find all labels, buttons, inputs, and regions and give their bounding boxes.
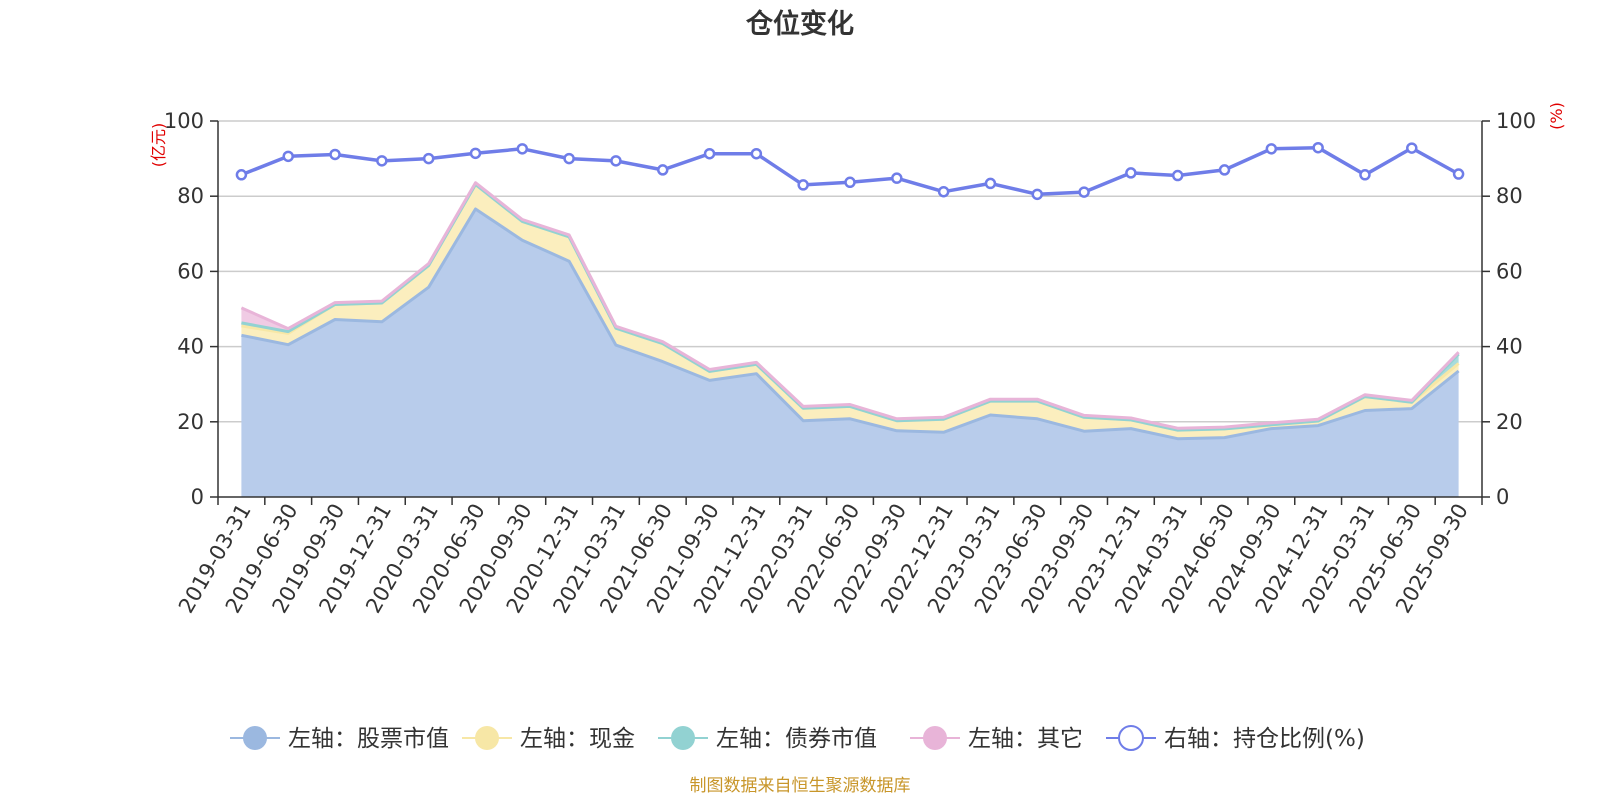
left-tick-label: 20 <box>177 410 204 434</box>
source-note: 制图数据来自恒生聚源数据库 <box>690 776 911 796</box>
ratio-point <box>891 172 903 184</box>
ratio-point <box>1171 169 1184 182</box>
ratio-point <box>610 155 622 167</box>
legend-marker <box>923 726 947 750</box>
left-tick-label: 40 <box>177 335 204 359</box>
area-edge-左轴：其它 <box>240 181 1460 430</box>
legend-marker <box>243 726 267 750</box>
right-tick-label: 60 <box>1496 259 1523 283</box>
right-tick-label: 20 <box>1496 410 1523 434</box>
ratio-point <box>703 147 716 160</box>
legend-marker <box>475 726 499 750</box>
ratio-point <box>1452 168 1465 180</box>
area-左轴：现金 <box>241 184 1459 439</box>
ratio-line-series <box>235 141 1465 201</box>
legend-marker <box>671 726 695 750</box>
ratio-point <box>235 169 248 181</box>
ratio-point <box>937 185 950 198</box>
legend-label: 左轴：股票市值 <box>288 726 449 752</box>
ratio-point <box>376 155 388 167</box>
left-tick-label: 100 <box>164 109 204 133</box>
area-edge-左轴：股票市值 <box>241 207 1460 441</box>
ratio-point <box>797 179 809 191</box>
legend-item: 左轴：现金 <box>462 726 635 752</box>
left-tick-label: 80 <box>177 184 204 208</box>
legend-item: 左轴：债券市值 <box>658 726 877 752</box>
legend: 左轴：股票市值 左轴：现金 左轴：债券市值 左轴：其它 右轴：持仓比例(%) <box>230 725 1365 752</box>
left-tick-label: 0 <box>191 485 204 509</box>
ratio-point <box>984 177 997 190</box>
ratio-point <box>750 147 763 160</box>
ratio-point <box>1406 142 1418 154</box>
legend-label: 左轴：其它 <box>968 726 1083 752</box>
left-axis-unit: (亿元) <box>149 123 168 168</box>
area-左轴：股票市值 <box>241 209 1459 497</box>
right-tick-label: 40 <box>1496 335 1523 359</box>
legend-marker <box>1118 725 1144 751</box>
ratio-point <box>1312 141 1324 154</box>
legend-label: 右轴：持仓比例(%) <box>1164 726 1365 752</box>
ratio-point <box>282 150 294 163</box>
right-tick-label: 100 <box>1496 109 1536 133</box>
ratio-point <box>1359 169 1371 181</box>
legend-item: 右轴：持仓比例(%) <box>1106 725 1365 752</box>
legend-label: 左轴：债券市值 <box>716 726 877 752</box>
ratio-point <box>422 152 435 165</box>
ratio-point <box>469 147 482 160</box>
stacked-areas <box>240 181 1460 497</box>
ratio-point <box>1078 186 1090 198</box>
right-axis-unit: (%) <box>1547 102 1566 130</box>
legend-item: 左轴：股票市值 <box>230 726 449 752</box>
ratio-point <box>329 148 341 161</box>
ratio-point <box>1031 188 1044 201</box>
ratio-point <box>1265 143 1278 155</box>
ratio-point <box>844 176 856 189</box>
ratio-point <box>656 164 669 176</box>
right-tick-label: 0 <box>1496 485 1509 509</box>
legend-item: 左轴：其它 <box>910 726 1083 752</box>
legend-label: 左轴：现金 <box>520 726 635 752</box>
ratio-point <box>516 143 529 155</box>
ratio-point <box>1125 167 1137 179</box>
ratio-point <box>563 152 575 165</box>
ratio-point <box>1218 164 1231 176</box>
right-tick-label: 80 <box>1496 184 1523 208</box>
chart-title: 仓位变化 <box>745 8 854 40</box>
left-tick-label: 60 <box>177 259 204 283</box>
